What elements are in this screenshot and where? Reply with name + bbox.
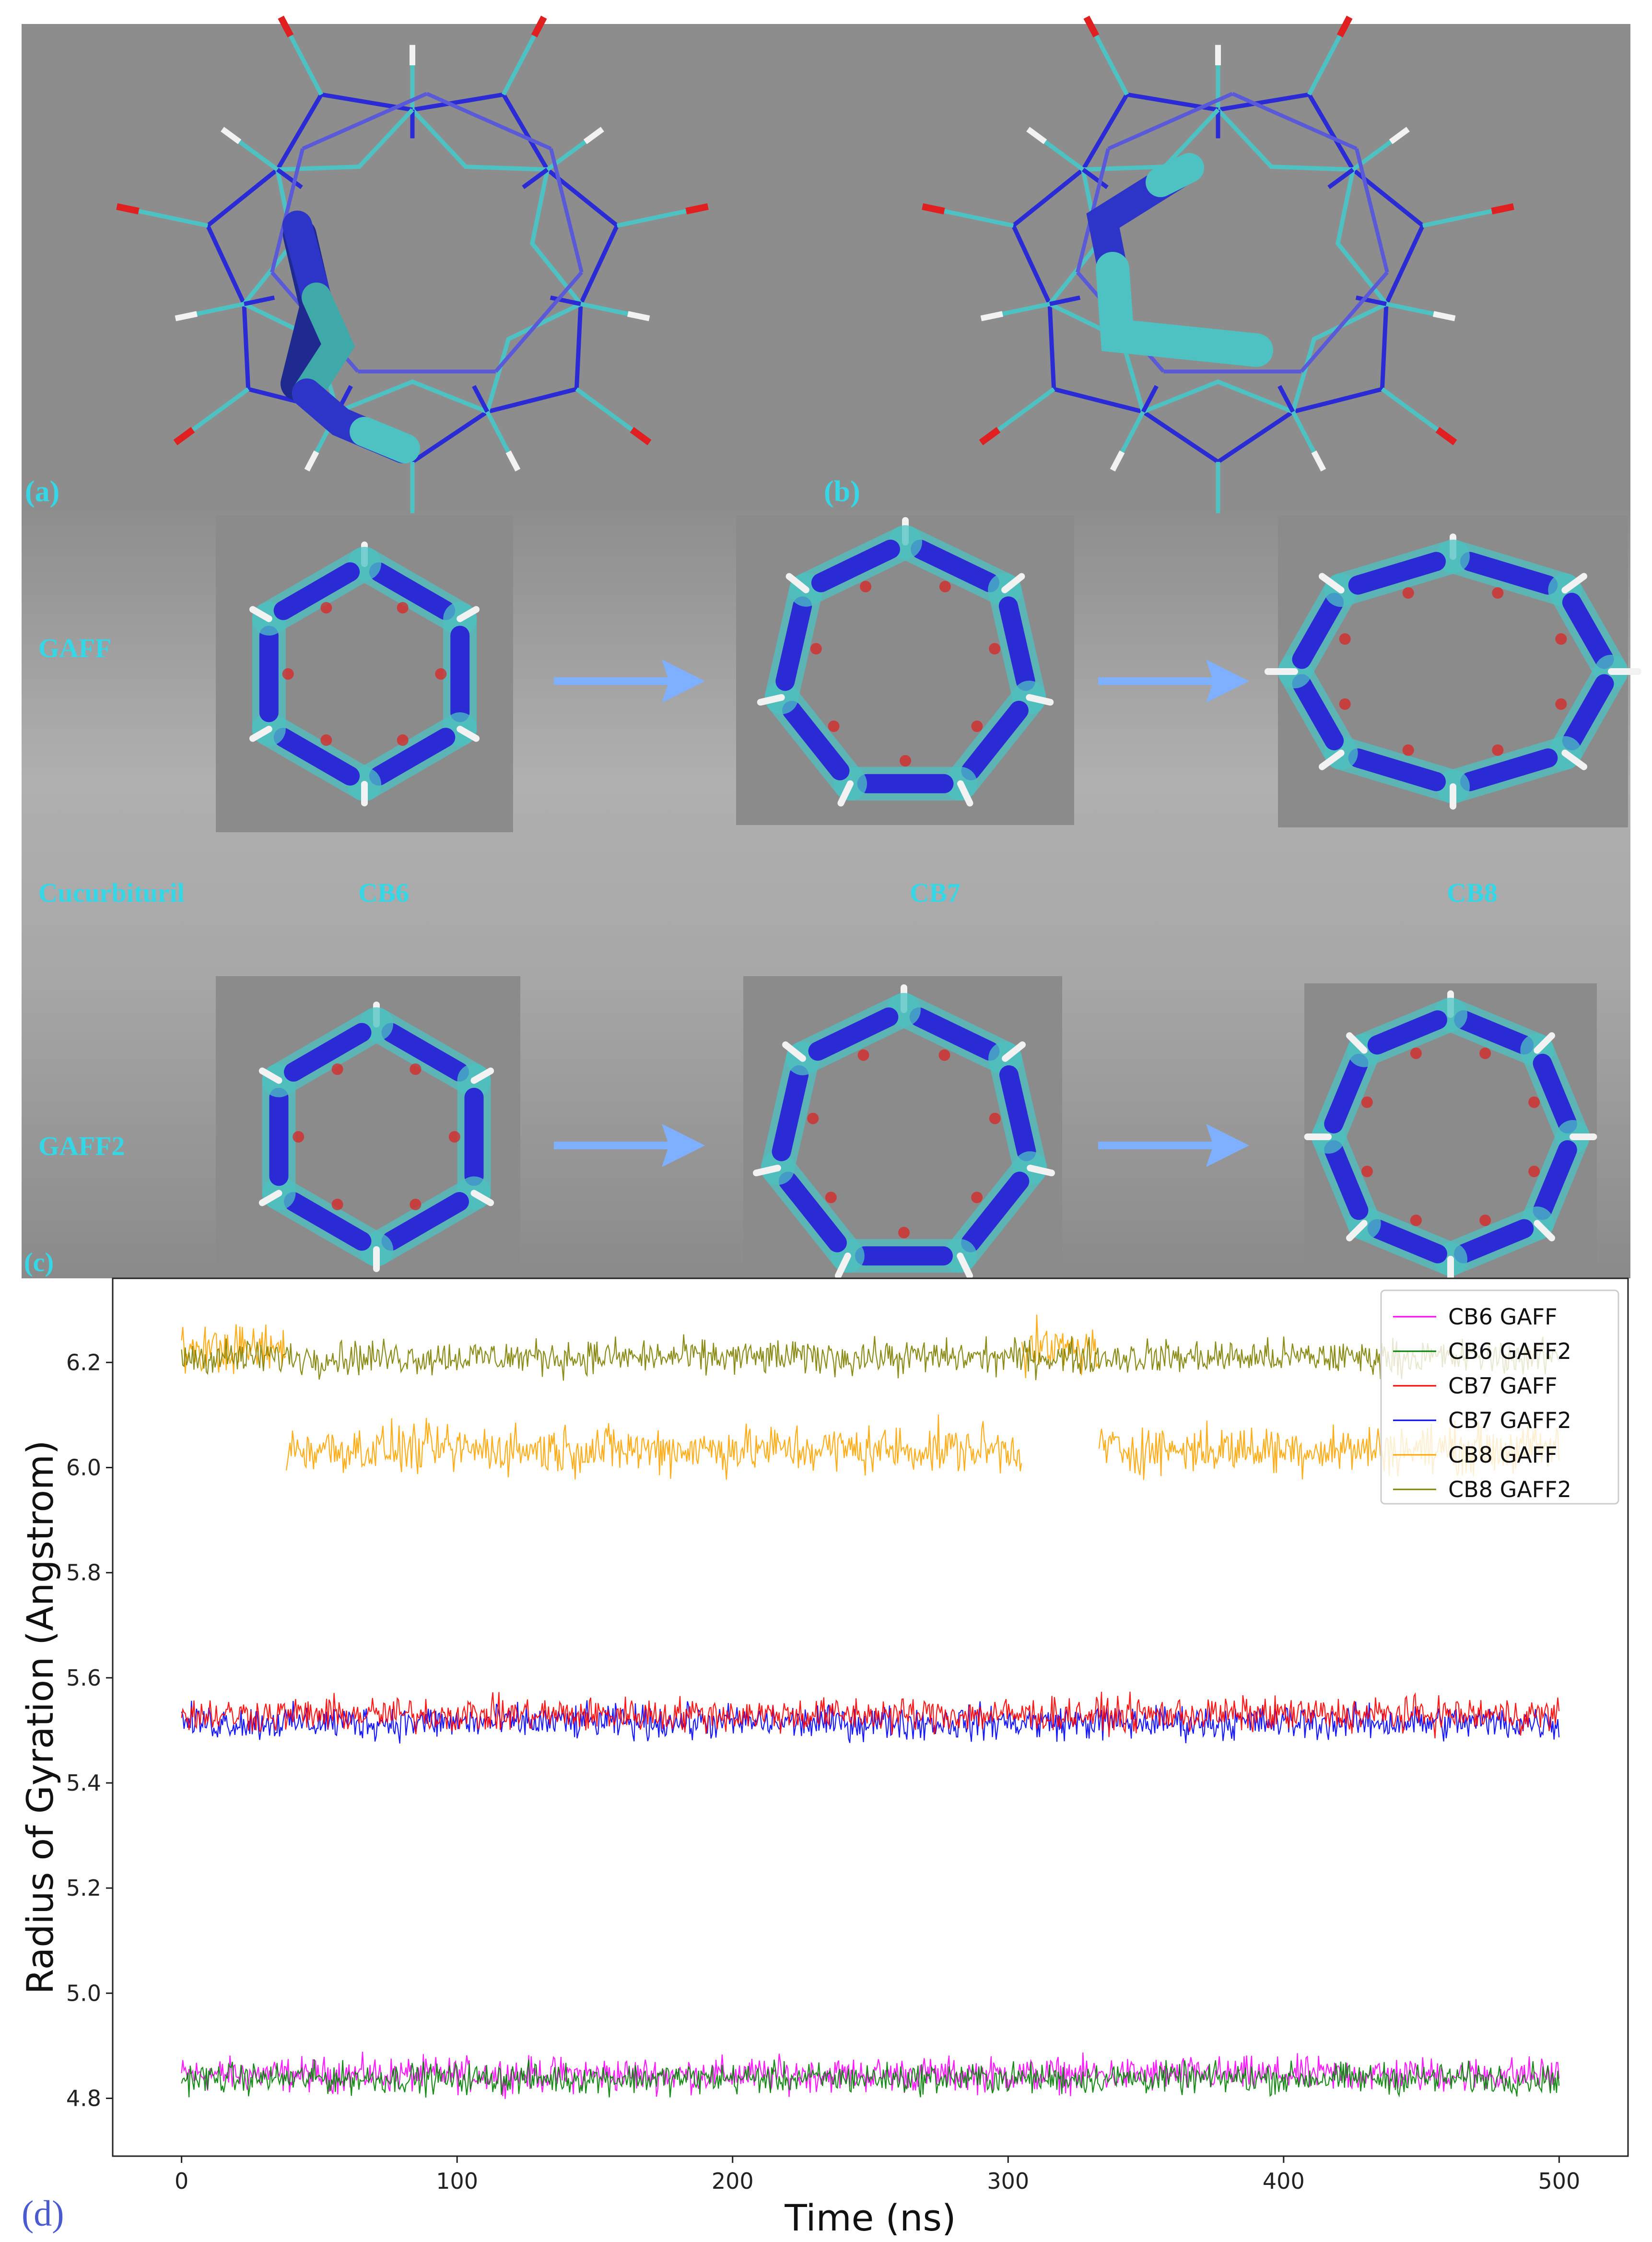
x-tick-label: 300 — [987, 2168, 1029, 2194]
y-tick-label: 5.6 — [66, 1665, 101, 1691]
panel-a-label: (a) — [25, 475, 59, 508]
legend-box — [1380, 1289, 1619, 1505]
label-cb7: CB7 — [910, 878, 961, 908]
y-tick-label: 5.2 — [66, 1875, 101, 1901]
legend-entry: CB7 GAFF2 — [1448, 1407, 1571, 1433]
x-axis-title: Time (ns) — [784, 2196, 956, 2239]
ring-image-5 — [1304, 983, 1597, 1284]
plot-frame — [112, 1277, 1629, 2157]
y-tick-label: 4.8 — [66, 2085, 101, 2111]
legend: CB6 GAFF CB6 GAFF2 CB7 GAFF CB7 GAFF2 CB8 GA… — [1380, 1289, 1619, 1505]
ring-image-1 — [736, 516, 1074, 825]
series-line-5-0 — [181, 1334, 1559, 1381]
series-line-2-0 — [181, 1691, 1560, 1738]
label-cb6: CB6 — [358, 878, 409, 908]
y-tick-label: 5.0 — [66, 1980, 101, 2006]
y-tick-label: 6.0 — [66, 1454, 101, 1480]
y-axis-title: Radius of Gyration (Angstrom) — [19, 1440, 61, 1994]
panel-b-guest-molecule — [1086, 153, 1273, 367]
x-tick-label: 200 — [712, 2168, 754, 2194]
panel-ab-background — [22, 24, 1630, 513]
x-tick-label: 100 — [436, 2168, 478, 2194]
ticks-layer: 0 100 200 300 400 500 4.8 5.0 5.2 5.4 5.6 5.8 6.0 6.2 — [66, 1349, 1580, 2194]
panel-a-guest-molecule — [281, 211, 420, 463]
rg-chart: 0 100 200 300 400 500 4.8 5.0 5.2 5.4 5.6 5.8 6.0 6.2… — [19, 1277, 1629, 2239]
panel-c-arrows — [554, 660, 1249, 1167]
series-line-1-0 — [181, 2059, 1560, 2098]
legend-entry: CB6 GAFF2 — [1448, 1338, 1571, 1364]
ring-image-4 — [743, 976, 1062, 1281]
series-cb7-gaff — [181, 1691, 1560, 1738]
series-layer — [181, 1314, 1560, 2099]
x-tick-label: 500 — [1538, 2168, 1580, 2194]
row-label-gaff: GAFF — [38, 634, 111, 663]
legend-entry: CB8 GAFF — [1448, 1442, 1558, 1468]
x-tick-label: 400 — [1263, 2168, 1305, 2194]
y-tick-label: 5.4 — [66, 1770, 101, 1796]
label-cb8: CB8 — [1447, 878, 1498, 908]
series-line-4-1 — [285, 1414, 1022, 1480]
panel-c-rings — [216, 516, 1642, 1284]
series-cb8-gaff2 — [181, 1334, 1559, 1381]
series-cb6-gaff2 — [181, 2059, 1560, 2098]
row-label-gaff2: GAFF2 — [38, 1132, 125, 1161]
legend-entry: CB7 GAFF — [1448, 1373, 1558, 1399]
panel-b-label: (b) — [824, 475, 860, 508]
series-line-4-0 — [181, 1324, 286, 1374]
ring-image-2 — [1264, 516, 1642, 827]
legend-entry: CB8 GAFF2 — [1448, 1476, 1571, 1502]
legend-entry: CB6 GAFF — [1448, 1304, 1558, 1330]
y-tick-label: 6.2 — [66, 1349, 101, 1375]
ring-image-3 — [216, 976, 520, 1281]
ring-image-0 — [216, 516, 513, 832]
y-tick-label: 5.8 — [66, 1560, 101, 1586]
x-tick-label: 0 — [175, 2168, 188, 2194]
panel-c-label: (c) — [24, 1248, 54, 1277]
panel-d-label: (d) — [22, 2194, 64, 2234]
label-cucurbituril: Cucurbituril — [38, 878, 185, 908]
